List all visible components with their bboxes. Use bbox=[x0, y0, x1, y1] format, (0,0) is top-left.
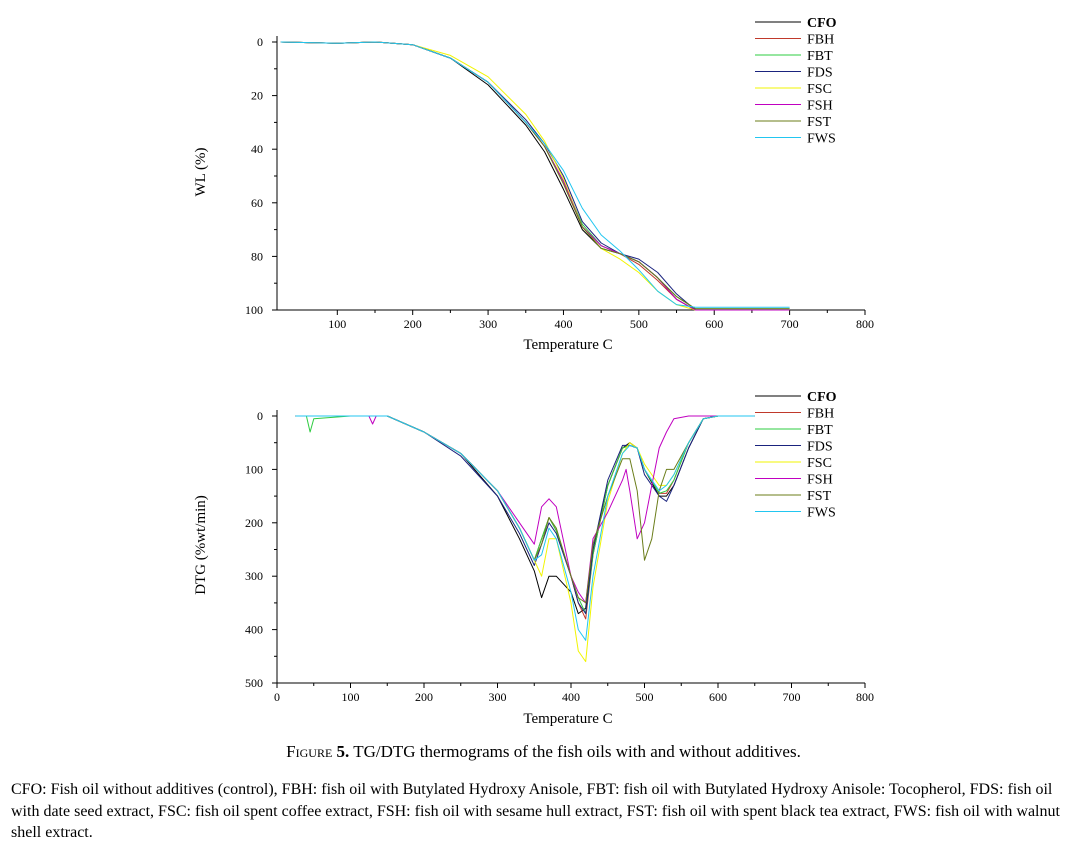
legend-label-fws: FWS bbox=[807, 506, 836, 521]
series-line-fws bbox=[280, 41, 790, 308]
y-tick-label: 400 bbox=[245, 623, 263, 637]
series-line-fsh bbox=[295, 415, 755, 604]
y-tick-label: 80 bbox=[251, 249, 263, 263]
series-line-fbh bbox=[280, 41, 790, 311]
x-tick-label: 700 bbox=[783, 690, 801, 704]
series-line-cfo bbox=[295, 415, 755, 615]
x-axis-title: Temperature C bbox=[523, 711, 612, 727]
y-tick-label: 40 bbox=[251, 142, 263, 156]
legend-label-fbh: FBH bbox=[807, 407, 834, 422]
x-tick-label: 300 bbox=[479, 317, 497, 331]
legend-label-fbt: FBT bbox=[807, 49, 833, 64]
figure-caption: Figure 5. TG/DTG thermograms of the fish… bbox=[0, 742, 1087, 762]
x-tick-label: 100 bbox=[328, 317, 346, 331]
legend-label-fsc: FSC bbox=[807, 456, 832, 471]
chart-panel-2: 0 100 200 300 400 500 600 700 800 0 100 200 300 400 50… bbox=[193, 390, 874, 727]
x-tick-label: 800 bbox=[856, 317, 874, 331]
legend-label-cfo: CFO bbox=[807, 390, 837, 405]
legend-label-fws: FWS bbox=[807, 132, 836, 147]
legend-label-fds: FDS bbox=[807, 66, 833, 81]
y-tick-label: 60 bbox=[251, 196, 263, 210]
y-tick-label: 100 bbox=[245, 303, 263, 317]
series-line-fds bbox=[295, 415, 755, 615]
figure-label: Figure bbox=[286, 742, 333, 761]
x-tick-label: 200 bbox=[415, 690, 433, 704]
series-line-fbh bbox=[295, 415, 755, 620]
abbreviation-footnote: CFO: Fish oil without additives (control… bbox=[11, 781, 1060, 841]
y-axis-title: WL (%) bbox=[193, 147, 209, 196]
series-line-fsc bbox=[295, 415, 755, 663]
y-tick-label: 20 bbox=[251, 89, 263, 103]
x-tick-label: 400 bbox=[562, 690, 580, 704]
x-tick-label: 600 bbox=[705, 317, 723, 331]
series-line-fbt bbox=[280, 41, 790, 310]
x-tick-label: 500 bbox=[636, 690, 654, 704]
series-line-fds bbox=[280, 41, 790, 311]
series-line-fst bbox=[295, 415, 755, 604]
series-line-fws bbox=[295, 415, 755, 641]
series-line-fsh bbox=[280, 41, 790, 311]
legend-label-fbh: FBH bbox=[807, 33, 834, 48]
series-line-fsc bbox=[280, 41, 790, 311]
x-axis-title: Temperature C bbox=[523, 337, 612, 353]
figure-number: 5. bbox=[336, 742, 350, 761]
x-tick-label: 400 bbox=[554, 317, 572, 331]
x-tick-label: 100 bbox=[342, 690, 360, 704]
x-tick-label: 0 bbox=[274, 690, 280, 704]
figure-caption-text: TG/DTG thermograms of the fish oils with… bbox=[349, 742, 801, 761]
y-tick-label: 100 bbox=[245, 462, 263, 476]
legend-label-fsh: FSH bbox=[807, 99, 833, 114]
chart-panel-1: 100 200 300 400 500 600 700 800 0 20 40 60 80 100 Temp… bbox=[193, 16, 874, 353]
series-line-fst bbox=[280, 41, 790, 310]
series-line-cfo bbox=[280, 41, 790, 311]
y-tick-label: 200 bbox=[245, 516, 263, 530]
legend-label-fst: FST bbox=[807, 115, 832, 130]
y-tick-label: 0 bbox=[257, 409, 263, 423]
x-tick-label: 700 bbox=[781, 317, 799, 331]
x-tick-label: 300 bbox=[489, 690, 507, 704]
x-tick-label: 800 bbox=[856, 690, 874, 704]
y-axis-title: DTG (%wt/min) bbox=[193, 495, 209, 595]
legend-label-cfo: CFO bbox=[807, 16, 837, 31]
x-tick-label: 600 bbox=[709, 690, 727, 704]
legend-label-fbt: FBT bbox=[807, 423, 833, 438]
legend-label-fsh: FSH bbox=[807, 473, 833, 488]
legend-label-fsc: FSC bbox=[807, 82, 832, 97]
series-line-fbt bbox=[295, 415, 755, 615]
x-tick-label: 200 bbox=[404, 317, 422, 331]
legend-label-fst: FST bbox=[807, 489, 832, 504]
legend-label-fds: FDS bbox=[807, 440, 833, 455]
tg-dtg-figure: 100 200 300 400 500 600 700 800 0 20 40 60 80 100 Temp… bbox=[193, 16, 874, 727]
y-tick-label: 300 bbox=[245, 569, 263, 583]
x-tick-label: 500 bbox=[630, 317, 648, 331]
y-tick-label: 0 bbox=[257, 35, 263, 49]
y-tick-label: 500 bbox=[245, 676, 263, 690]
